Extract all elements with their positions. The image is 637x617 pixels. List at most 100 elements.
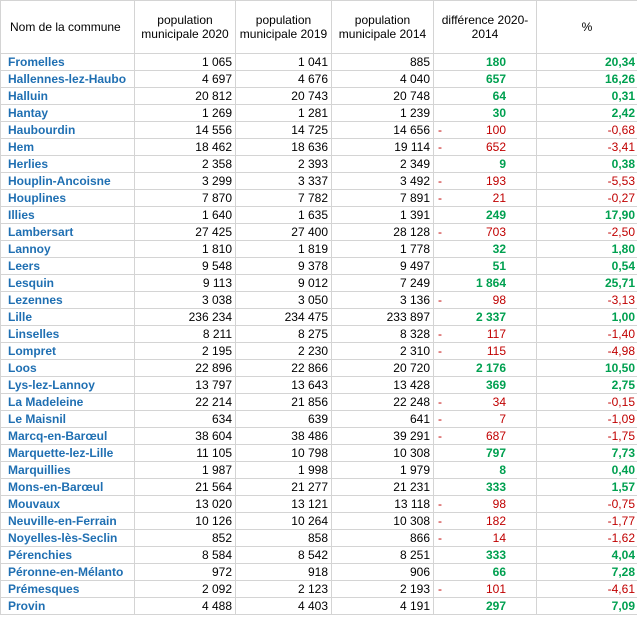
population-2020-cell[interactable]: 9 548 bbox=[134, 257, 236, 275]
population-2014-cell[interactable]: 19 114 bbox=[331, 138, 434, 156]
difference-cell[interactable]: - 100 bbox=[433, 121, 537, 139]
population-2014-cell[interactable]: 1 391 bbox=[331, 206, 434, 224]
population-2019-cell[interactable]: 1 819 bbox=[235, 240, 332, 258]
difference-cell[interactable]: - 34 bbox=[433, 393, 537, 411]
population-2014-cell[interactable]: 9 497 bbox=[331, 257, 434, 275]
difference-cell[interactable]: 2 176 bbox=[433, 359, 537, 377]
percent-cell[interactable]: -5,53 bbox=[536, 172, 637, 190]
population-2019-cell[interactable]: 639 bbox=[235, 410, 332, 428]
commune-name-cell[interactable]: Mouvaux bbox=[0, 495, 135, 513]
commune-name-cell[interactable]: Linselles bbox=[0, 325, 135, 343]
population-2014-cell[interactable]: 2 310 bbox=[331, 342, 434, 360]
commune-name-cell[interactable]: Illies bbox=[0, 206, 135, 224]
population-2014-cell[interactable]: 20 720 bbox=[331, 359, 434, 377]
header-population-2019[interactable]: population municipale 2019 bbox=[235, 0, 332, 54]
difference-cell[interactable]: - 98 bbox=[433, 495, 537, 513]
percent-cell[interactable]: -1,62 bbox=[536, 529, 637, 547]
percent-cell[interactable]: -3,41 bbox=[536, 138, 637, 156]
population-2019-cell[interactable]: 8 275 bbox=[235, 325, 332, 343]
population-2014-cell[interactable]: 866 bbox=[331, 529, 434, 547]
population-2020-cell[interactable]: 1 640 bbox=[134, 206, 236, 224]
population-2020-cell[interactable]: 2 092 bbox=[134, 580, 236, 598]
population-2020-cell[interactable]: 1 065 bbox=[134, 53, 236, 71]
commune-name-cell[interactable]: Loos bbox=[0, 359, 135, 377]
commune-name-cell[interactable]: Noyelles-lès-Seclin bbox=[0, 529, 135, 547]
percent-cell[interactable]: -3,13 bbox=[536, 291, 637, 309]
population-2020-cell[interactable]: 22 896 bbox=[134, 359, 236, 377]
population-2014-cell[interactable]: 8 251 bbox=[331, 546, 434, 564]
commune-name-cell[interactable]: Lambersart bbox=[0, 223, 135, 241]
population-2020-cell[interactable]: 2 195 bbox=[134, 342, 236, 360]
difference-cell[interactable]: -7 bbox=[433, 410, 537, 428]
difference-cell[interactable]: 30 bbox=[433, 104, 537, 122]
population-2019-cell[interactable]: 8 542 bbox=[235, 546, 332, 564]
header-difference[interactable]: différence 2020-2014 bbox=[433, 0, 537, 54]
commune-name-cell[interactable]: Lezennes bbox=[0, 291, 135, 309]
population-2020-cell[interactable]: 9 113 bbox=[134, 274, 236, 292]
population-2020-cell[interactable]: 10 126 bbox=[134, 512, 236, 530]
commune-name-cell[interactable]: Péronne-en-Mélanto bbox=[0, 563, 135, 581]
percent-cell[interactable]: 0,40 bbox=[536, 461, 637, 479]
population-2019-cell[interactable]: 1 635 bbox=[235, 206, 332, 224]
population-2019-cell[interactable]: 9 378 bbox=[235, 257, 332, 275]
population-2014-cell[interactable]: 885 bbox=[331, 53, 434, 71]
percent-cell[interactable]: -1,77 bbox=[536, 512, 637, 530]
difference-cell[interactable]: 180 bbox=[433, 53, 537, 71]
percent-cell[interactable]: -1,09 bbox=[536, 410, 637, 428]
population-2019-cell[interactable]: 234 475 bbox=[235, 308, 332, 326]
population-2019-cell[interactable]: 7 782 bbox=[235, 189, 332, 207]
commune-name-cell[interactable]: Provin bbox=[0, 597, 135, 615]
commune-name-cell[interactable]: Marquillies bbox=[0, 461, 135, 479]
difference-cell[interactable]: 333 bbox=[433, 478, 537, 496]
population-2019-cell[interactable]: 1 998 bbox=[235, 461, 332, 479]
commune-name-cell[interactable]: Lille bbox=[0, 308, 135, 326]
difference-cell[interactable]: 297 bbox=[433, 597, 537, 615]
population-2014-cell[interactable]: 2 193 bbox=[331, 580, 434, 598]
population-2019-cell[interactable]: 20 743 bbox=[235, 87, 332, 105]
population-2019-cell[interactable]: 22 866 bbox=[235, 359, 332, 377]
population-2019-cell[interactable]: 9 012 bbox=[235, 274, 332, 292]
population-2019-cell[interactable]: 858 bbox=[235, 529, 332, 547]
population-2020-cell[interactable]: 27 425 bbox=[134, 223, 236, 241]
population-2014-cell[interactable]: 8 328 bbox=[331, 325, 434, 343]
commune-name-cell[interactable]: Le Maisnil bbox=[0, 410, 135, 428]
population-2019-cell[interactable]: 18 636 bbox=[235, 138, 332, 156]
difference-cell[interactable]: - 687 bbox=[433, 427, 537, 445]
population-2019-cell[interactable]: 38 486 bbox=[235, 427, 332, 445]
difference-cell[interactable]: 2 337 bbox=[433, 308, 537, 326]
population-2020-cell[interactable]: 8 584 bbox=[134, 546, 236, 564]
population-2019-cell[interactable]: 1 041 bbox=[235, 53, 332, 71]
commune-name-cell[interactable]: Haubourdin bbox=[0, 121, 135, 139]
population-2014-cell[interactable]: 10 308 bbox=[331, 444, 434, 462]
commune-name-cell[interactable]: La Madeleine bbox=[0, 393, 135, 411]
population-2020-cell[interactable]: 8 211 bbox=[134, 325, 236, 343]
percent-cell[interactable]: 1,57 bbox=[536, 478, 637, 496]
population-2020-cell[interactable]: 3 299 bbox=[134, 172, 236, 190]
population-2020-cell[interactable]: 4 488 bbox=[134, 597, 236, 615]
percent-cell[interactable]: 1,80 bbox=[536, 240, 637, 258]
commune-name-cell[interactable]: Lompret bbox=[0, 342, 135, 360]
difference-cell[interactable]: - 21 bbox=[433, 189, 537, 207]
percent-cell[interactable]: 20,34 bbox=[536, 53, 637, 71]
commune-name-cell[interactable]: Herlies bbox=[0, 155, 135, 173]
difference-cell[interactable]: 249 bbox=[433, 206, 537, 224]
population-2014-cell[interactable]: 3 136 bbox=[331, 291, 434, 309]
percent-cell[interactable]: 4,04 bbox=[536, 546, 637, 564]
percent-cell[interactable]: 0,38 bbox=[536, 155, 637, 173]
population-2019-cell[interactable]: 4 676 bbox=[235, 70, 332, 88]
population-2019-cell[interactable]: 2 393 bbox=[235, 155, 332, 173]
commune-name-cell[interactable]: Houplin-Ancoisne bbox=[0, 172, 135, 190]
difference-cell[interactable]: 333 bbox=[433, 546, 537, 564]
population-2014-cell[interactable]: 1 239 bbox=[331, 104, 434, 122]
population-2020-cell[interactable]: 20 812 bbox=[134, 87, 236, 105]
difference-cell[interactable]: 657 bbox=[433, 70, 537, 88]
population-2014-cell[interactable]: 1 778 bbox=[331, 240, 434, 258]
percent-cell[interactable]: 16,26 bbox=[536, 70, 637, 88]
population-2020-cell[interactable]: 972 bbox=[134, 563, 236, 581]
commune-name-cell[interactable]: Prémesques bbox=[0, 580, 135, 598]
difference-cell[interactable]: - 703 bbox=[433, 223, 537, 241]
population-2014-cell[interactable]: 20 748 bbox=[331, 87, 434, 105]
population-2019-cell[interactable]: 1 281 bbox=[235, 104, 332, 122]
population-2019-cell[interactable]: 21 856 bbox=[235, 393, 332, 411]
population-2020-cell[interactable]: 2 358 bbox=[134, 155, 236, 173]
